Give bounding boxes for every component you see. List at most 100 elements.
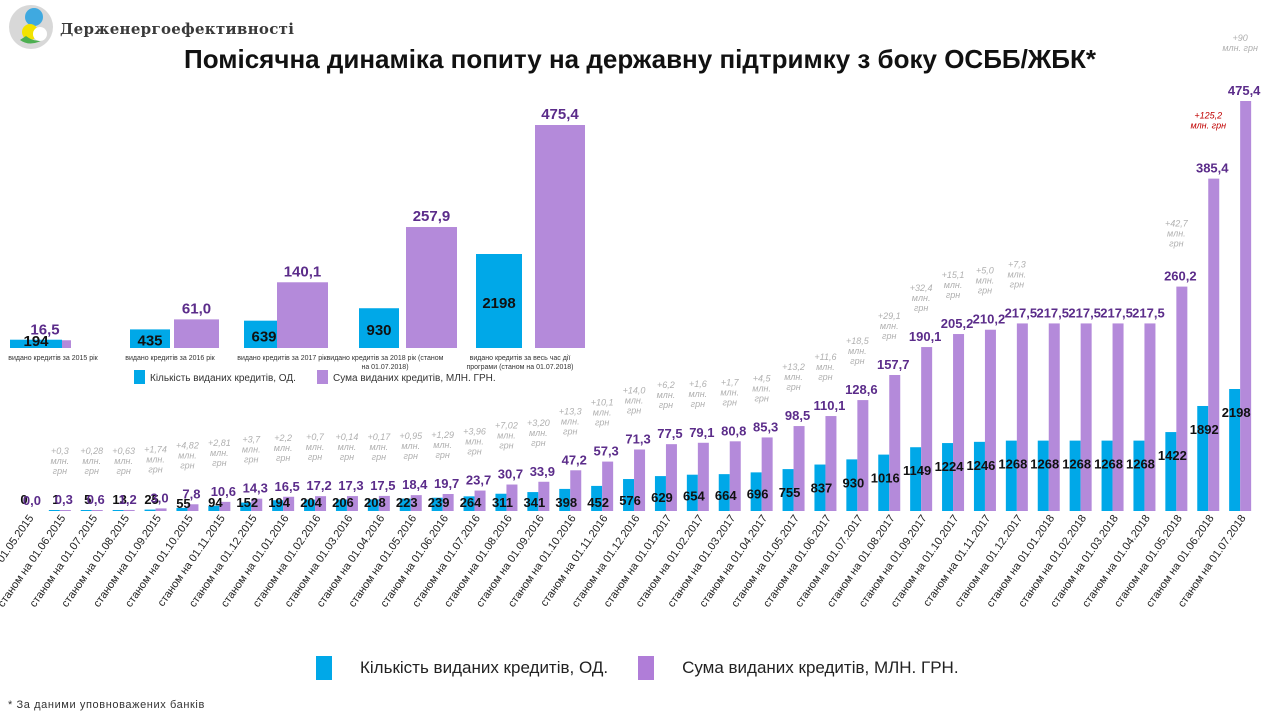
count-bar	[335, 499, 347, 511]
count-bar	[208, 505, 220, 511]
count-data-label: 25	[144, 492, 158, 507]
sum-bar	[474, 490, 486, 511]
delta-annotation: +13,2 млн. грн	[782, 362, 805, 392]
sum-data-label: 3,0	[151, 490, 169, 505]
sum-data-label: 260,2	[1164, 269, 1197, 284]
count-bar	[367, 499, 379, 511]
sum-bar	[187, 504, 199, 511]
count-data-label: 152	[236, 495, 258, 510]
inset-legend-label-count: Кількість виданих кредитів, ОД.	[150, 373, 296, 384]
inset-count-bar	[476, 254, 522, 348]
count-data-label: 1268	[1062, 457, 1091, 472]
sum-bar	[346, 496, 358, 511]
sum-data-label: 57,3	[593, 444, 618, 459]
inset-count-bar	[359, 308, 399, 348]
legend-item-sum: Сума виданих кредитів, МЛН. ГРН.	[638, 656, 959, 680]
sum-bar	[953, 334, 965, 511]
inset-sum-label: 140,1	[284, 263, 322, 280]
count-bar	[1165, 432, 1177, 511]
inset-legend-swatch-count	[134, 370, 145, 384]
delta-annotation: +1,6 млн. грн	[688, 379, 707, 409]
sum-data-label: 16,5	[274, 479, 299, 494]
count-data-label: 1268	[998, 457, 1027, 472]
delta-annotation: +4,5 млн. грн	[752, 373, 771, 403]
delta-annotation: +6,2 млн. грн	[657, 380, 676, 410]
count-bar	[431, 497, 443, 511]
count-bar	[1069, 440, 1081, 511]
count-bar	[686, 474, 698, 511]
count-bar	[1229, 389, 1241, 511]
sum-bar	[378, 495, 390, 511]
count-bar	[495, 493, 507, 511]
sum-data-label: 23,7	[466, 473, 491, 488]
sum-data-label: 1,2	[119, 492, 137, 507]
delta-annotation: +3,20 млн. грн	[527, 418, 550, 448]
count-data-label: 239	[428, 495, 450, 510]
delta-annotation: +42,7 млн. грн	[1165, 219, 1189, 249]
count-bar	[176, 507, 188, 511]
sum-bar	[921, 347, 933, 511]
inset-sum-label: 475,4	[541, 106, 579, 123]
count-data-label: 629	[651, 490, 673, 505]
count-bar	[527, 492, 539, 511]
delta-annotation: +1,7 млн. грн	[720, 377, 739, 407]
delta-annotation: +18,5 млн. грн	[846, 336, 870, 366]
count-data-label: 223	[396, 495, 418, 510]
inset-sum-bar	[62, 340, 71, 348]
count-data-label: 1	[52, 492, 59, 507]
inset-category-label: видано кредитів за 2017 рік	[237, 354, 327, 362]
sum-data-label: 98,5	[785, 408, 810, 423]
delta-annotation: +10,1 млн. грн	[591, 398, 614, 428]
sum-data-label: 0,0	[23, 493, 41, 508]
sum-data-label: 18,4	[402, 477, 428, 492]
count-data-label: 264	[460, 495, 482, 510]
count-data-label: 13	[112, 492, 126, 507]
sum-data-label: 217,5	[1068, 305, 1101, 320]
sum-bar	[984, 329, 996, 511]
inset-count-bar	[10, 339, 62, 348]
sum-bar	[697, 442, 709, 511]
count-data-label: 341	[523, 495, 545, 510]
delta-annotation: +3,96 млн. грн	[463, 427, 486, 457]
org-name: Держенергоефективності	[60, 20, 295, 38]
count-data-label: 755	[779, 485, 801, 500]
sum-bar	[1240, 101, 1252, 511]
count-data-label: 94	[208, 495, 223, 510]
count-data-label: 654	[683, 489, 705, 504]
logo-cutout	[33, 27, 47, 41]
sum-data-label: 77,5	[657, 426, 682, 441]
sum-bar	[1176, 286, 1188, 511]
inset-sum-label: 61,0	[182, 300, 211, 317]
sum-bar	[729, 441, 741, 511]
count-data-label: 452	[587, 495, 609, 510]
logo	[9, 5, 53, 49]
legend-label-count: Кількість виданих кредитів, ОД.	[360, 658, 609, 677]
sum-bar	[1144, 323, 1156, 511]
inset-count-label: 2198	[482, 295, 515, 312]
sum-data-label: 47,2	[562, 452, 587, 467]
sum-data-label: 7,8	[182, 486, 200, 501]
delta-annotation: +15,1 млн. грн	[942, 270, 965, 300]
delta-annotation: +2,2 млн. грн	[274, 433, 293, 463]
sum-data-label: 30,7	[498, 467, 523, 482]
count-data-label: 576	[619, 493, 641, 508]
count-data-label: 204	[300, 495, 322, 510]
count-bar	[144, 509, 156, 511]
delta-annotation: +0,3 млн. грн	[50, 446, 69, 476]
count-bar	[1037, 440, 1049, 511]
count-data-label: 1268	[1126, 457, 1155, 472]
sum-data-label: 79,1	[689, 425, 714, 440]
delta-annotation-highlight: +125,2 млн. грн	[1190, 111, 1226, 131]
sum-data-label: 205,2	[941, 316, 974, 331]
sum-data-label: 33,9	[530, 464, 555, 479]
count-data-label: 930	[842, 475, 864, 490]
inset-count-label: 930	[366, 322, 391, 339]
sum-data-label: 475,4	[1228, 83, 1261, 98]
sum-data-label: 157,7	[877, 357, 910, 372]
legend-label-sum: Сума виданих кредитів, МЛН. ГРН.	[682, 658, 959, 677]
count-bar	[623, 479, 635, 511]
inset-count-bar	[130, 329, 170, 348]
sum-bar	[665, 444, 677, 511]
count-bar	[654, 476, 666, 511]
